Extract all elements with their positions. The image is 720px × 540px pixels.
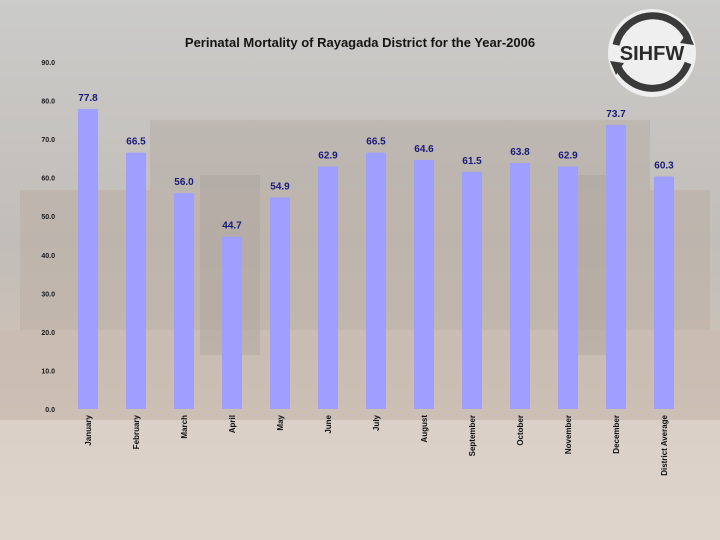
- bar-district-average: [654, 176, 674, 409]
- value-label: 54.9: [270, 181, 290, 192]
- y-tick-label: 60.0: [41, 176, 55, 183]
- value-label: 61.5: [462, 156, 482, 167]
- y-tick-label: 10.0: [41, 368, 55, 375]
- bar-february: [126, 152, 146, 409]
- value-label: 64.6: [414, 144, 434, 155]
- logo-text: SIHFW: [620, 43, 685, 65]
- value-label: 44.7: [222, 221, 242, 232]
- y-tick-label: 90.0: [41, 60, 55, 67]
- value-label: 60.3: [654, 161, 674, 172]
- bar-september: [462, 171, 482, 409]
- category-label: January: [84, 414, 93, 445]
- category-label: February: [132, 414, 141, 449]
- bar-october: [510, 163, 530, 409]
- bar-august: [414, 159, 434, 409]
- category-label: District Average: [660, 414, 669, 475]
- bar-december: [606, 124, 626, 410]
- value-label: 62.9: [558, 150, 578, 161]
- value-label: 63.8: [510, 147, 530, 158]
- category-label: May: [276, 414, 285, 430]
- sihfw-logo: SIHFW: [608, 9, 696, 97]
- bar-may: [270, 197, 290, 409]
- value-label: 62.9: [318, 150, 338, 161]
- category-label: October: [516, 415, 525, 446]
- category-label: June: [324, 414, 333, 433]
- value-label: 77.8: [78, 93, 98, 104]
- y-tick-label: 50.0: [41, 214, 55, 221]
- y-tick-label: 80.0: [41, 99, 55, 106]
- y-tick-label: 20.0: [41, 330, 55, 337]
- y-tick-label: 70.0: [41, 137, 55, 144]
- y-tick-label: 30.0: [41, 291, 55, 298]
- category-label: November: [564, 415, 573, 454]
- chart-title: Perinatal Mortality of Rayagada District…: [184, 35, 536, 50]
- bar-november: [558, 166, 578, 409]
- category-label: December: [612, 415, 621, 454]
- category-label: August: [420, 415, 429, 443]
- y-tick-label: 40.0: [41, 253, 55, 260]
- category-label: March: [180, 415, 189, 439]
- value-label: 66.5: [366, 137, 386, 148]
- category-label: September: [468, 415, 477, 456]
- value-label: 56.0: [174, 177, 194, 188]
- category-label: July: [372, 414, 381, 431]
- bar-april: [222, 236, 242, 409]
- value-label: 73.7: [606, 109, 626, 120]
- bar-july: [366, 152, 386, 409]
- bar-march: [174, 193, 194, 409]
- category-label: April: [228, 415, 237, 433]
- value-label: 66.5: [126, 137, 146, 148]
- bar-june: [318, 166, 338, 409]
- bar-january: [78, 109, 98, 409]
- y-tick-label: 0.0: [45, 407, 55, 414]
